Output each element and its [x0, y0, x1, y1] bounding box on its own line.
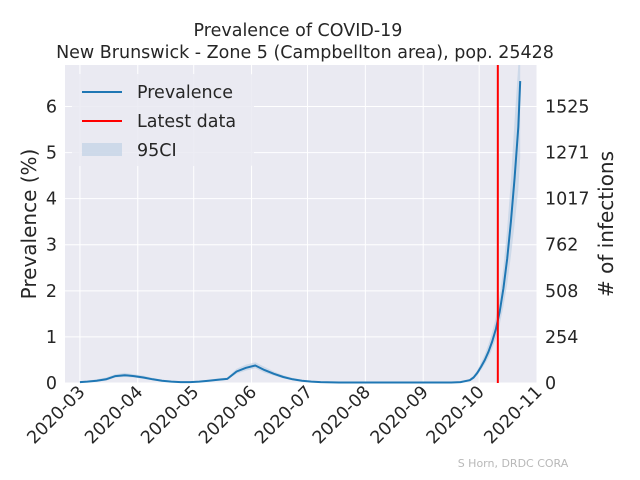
- chart-titles: Prevalence of COVID-19 New Brunswick - Z…: [56, 21, 554, 63]
- y2-axis-label: # of infections: [594, 151, 618, 297]
- chart-title: Prevalence of COVID-19: [194, 21, 403, 41]
- y-tick-label-6: 6: [46, 97, 57, 117]
- y2-tick-label-1: 254: [545, 328, 578, 348]
- legend-95ci-swatch: [82, 143, 122, 156]
- y2-tick-label-2: 508: [545, 282, 578, 302]
- legend-95ci-label: 95CI: [137, 141, 177, 161]
- x-axis-ticks: 2020-032020-042020-052020-062020-072020-…: [24, 382, 547, 448]
- y2-tick-label-6: 1525: [545, 97, 590, 117]
- x-tick-label-6: 2020-09: [367, 382, 433, 448]
- legend-latest-data-label: Latest data: [137, 112, 236, 132]
- y-tick-label-3: 3: [46, 236, 57, 256]
- x-tick-label-7: 2020-10: [423, 382, 489, 448]
- y-tick-label-4: 4: [46, 190, 57, 210]
- y2-axis-ticks: 0 254 508 762 1017 1271 1525: [545, 97, 590, 394]
- legend-prevalence-label: Prevalence: [137, 83, 233, 103]
- y-tick-label-0: 0: [46, 374, 57, 394]
- series-layer: [79, 81, 522, 384]
- credit-text: S Horn, DRDC CORA: [458, 457, 569, 470]
- y2-tick-label-3: 762: [545, 236, 578, 256]
- y2-tick-label-5: 1271: [545, 144, 590, 164]
- prevalence-line: [79, 81, 522, 384]
- y-axis-label: Prevalence (%): [17, 149, 41, 300]
- x-tick-label-4: 2020-07: [251, 382, 317, 448]
- y-tick-label-5: 5: [46, 144, 57, 164]
- x-tick-label-1: 2020-04: [81, 382, 147, 448]
- y2-tick-label-4: 1017: [545, 190, 590, 210]
- legend: Prevalence Latest data 95CI: [72, 74, 254, 166]
- x-tick-label-8: 2020-11: [481, 382, 547, 448]
- y-axis-ticks: 0 1 2 3 4 5 6: [46, 97, 57, 394]
- chart-subtitle: New Brunswick - Zone 5 (Campbellton area…: [56, 43, 554, 63]
- y-tick-label-1: 1: [46, 328, 57, 348]
- y2-tick-label-0: 0: [545, 374, 556, 394]
- x-tick-label-3: 2020-06: [195, 382, 261, 448]
- x-tick-label-2: 2020-05: [137, 382, 203, 448]
- x-tick-label-5: 2020-08: [309, 382, 375, 448]
- y-tick-label-2: 2: [46, 282, 57, 302]
